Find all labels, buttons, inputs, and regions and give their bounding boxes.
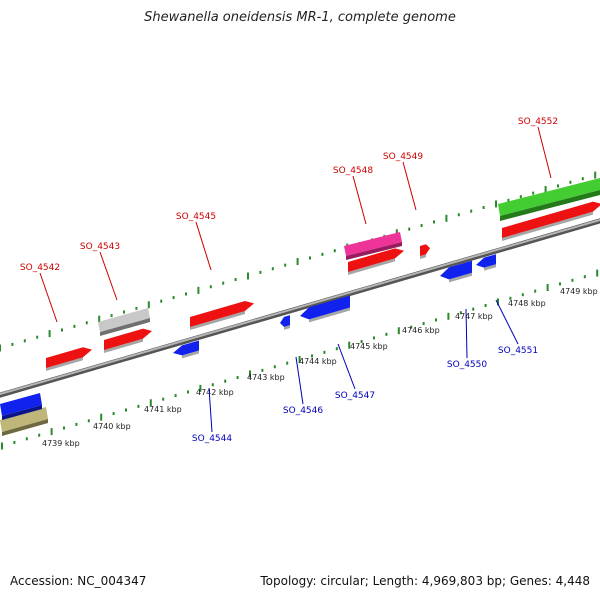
gene-arrow-SO_4542[interactable] <box>46 347 92 371</box>
lower-tick-track <box>1 269 599 450</box>
gene-leader-line <box>195 221 212 271</box>
feature-green[interactable] <box>498 178 600 221</box>
gene-leader-line <box>465 308 468 359</box>
kbp-tick-label: 4739 kbp <box>42 439 80 448</box>
gene-leader-line <box>39 272 58 323</box>
gene-label-so_4549[interactable]: SO_4549 <box>383 152 423 162</box>
gene-label-so_4546[interactable]: SO_4546 <box>283 406 323 416</box>
kbp-tick-label: 4746 kbp <box>402 326 440 335</box>
gene-arrow-SO_4544[interactable] <box>173 340 199 359</box>
feature-magenta[interactable] <box>344 232 402 260</box>
gene-arrow-SO_4546[interactable] <box>280 315 290 330</box>
gene-label-so_4543[interactable]: SO_4543 <box>80 242 120 252</box>
gene-label-layer: SO_4542 SO_4543 SO_4545 SO_4548 SO_4549 SO_45… <box>20 117 558 444</box>
genome-backbone-highlight <box>0 218 600 396</box>
kbp-label-group: 4739 kbp 4740 kbp 4741 kbp 4742 kbp 4743 kbp… <box>42 287 598 448</box>
gene-label-so_4552[interactable]: SO_4552 <box>518 117 558 127</box>
gene-arrow-SO_4547[interactable] <box>300 295 350 323</box>
gene-arrow-SO_4545[interactable] <box>190 301 254 330</box>
accession-text: Accession: NC_004347 <box>10 574 147 588</box>
gene-label-so_4551[interactable]: SO_4551 <box>498 346 538 356</box>
gene-leader-line <box>352 175 367 225</box>
gene-label-so_4547[interactable]: SO_4547 <box>335 391 375 401</box>
kbp-tick-label: 4741 kbp <box>144 405 182 414</box>
gene-label-so_4550[interactable]: SO_4550 <box>447 360 487 370</box>
feature-grey[interactable] <box>98 308 150 336</box>
gene-label-so_4542[interactable]: SO_4542 <box>20 263 60 273</box>
kbp-tick-label: 4743 kbp <box>247 373 285 382</box>
feature-blue-left[interactable] <box>0 393 42 420</box>
gene-leader-line <box>295 356 304 405</box>
gene-leader-line <box>537 126 552 179</box>
gene-arrow-SO_4549[interactable] <box>420 244 430 259</box>
gene-arrow-SO_4548[interactable] <box>348 248 404 275</box>
gene-arrow-SO_4551[interactable] <box>476 254 496 271</box>
gene-leader-line <box>495 299 519 345</box>
gene-label-so_4548[interactable]: SO_4548 <box>333 166 373 176</box>
gene-leader-line <box>337 343 356 390</box>
gene-feature-layer <box>46 201 600 371</box>
gene-label-so_4544[interactable]: SO_4544 <box>192 434 232 444</box>
kbp-tick-label: 4745 kbp <box>350 342 388 351</box>
upper-tick-track <box>0 171 597 352</box>
genome-info-text: Topology: circular; Length: 4,969,803 bp… <box>260 574 590 588</box>
kbp-tick-label: 4747 kbp <box>455 312 493 321</box>
gene-label-so_4545[interactable]: SO_4545 <box>176 212 216 222</box>
gene-leader-line <box>402 161 417 211</box>
kbp-tick-label: 4749 kbp <box>560 287 598 296</box>
kbp-tick-label: 4748 kbp <box>508 299 546 308</box>
kbp-tick-label: 4744 kbp <box>299 357 337 366</box>
feature-olive[interactable] <box>0 407 48 436</box>
gene-leader-line <box>208 387 213 433</box>
map-title: Shewanella oneidensis MR-1, complete gen… <box>144 10 456 25</box>
gene-arrow-SO_4552[interactable] <box>502 201 600 241</box>
kbp-tick-label: 4740 kbp <box>93 422 131 431</box>
gene-arrow-SO_4543[interactable] <box>104 328 152 353</box>
kbp-tick-label: 4742 kbp <box>196 388 234 397</box>
gene-arrow-SO_4550[interactable] <box>440 260 472 283</box>
gene-leader-line <box>99 251 118 301</box>
